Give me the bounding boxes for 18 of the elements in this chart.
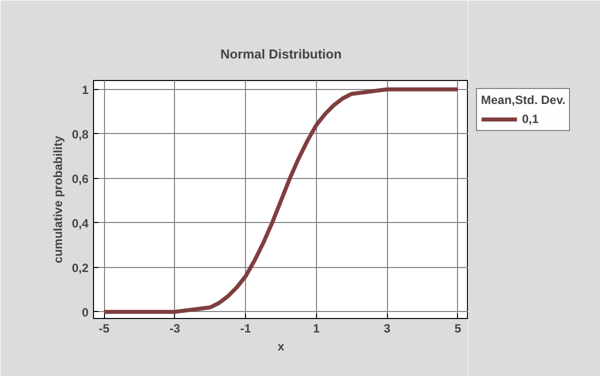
y-tick-label: 1 — [82, 82, 89, 97]
y-axis-title: cumulative probability — [50, 135, 65, 264]
y-tick-label: 0 — [82, 305, 89, 320]
y-tick-label: 0,2 — [72, 260, 89, 275]
x-tick-label: -5 — [98, 322, 110, 336]
x-tick-label: 5 — [454, 322, 462, 336]
legend-title: Mean,Std. Dev. — [481, 93, 566, 107]
legend-label: 0,1 — [522, 112, 540, 126]
x-tick-label: -1 — [240, 322, 252, 336]
x-axis-title: x — [278, 340, 285, 354]
y-tick-label: 0,6 — [72, 172, 89, 186]
x-tick-label: 1 — [313, 322, 320, 336]
x-tick-label: 3 — [384, 322, 391, 336]
x-tick-label: -3 — [170, 322, 181, 336]
y-tick-label: 0,8 — [72, 127, 89, 142]
line-series — [102, 87, 460, 314]
chart-title: Normal Distribution — [220, 46, 342, 62]
y-tick-label: 0,4 — [72, 216, 89, 230]
